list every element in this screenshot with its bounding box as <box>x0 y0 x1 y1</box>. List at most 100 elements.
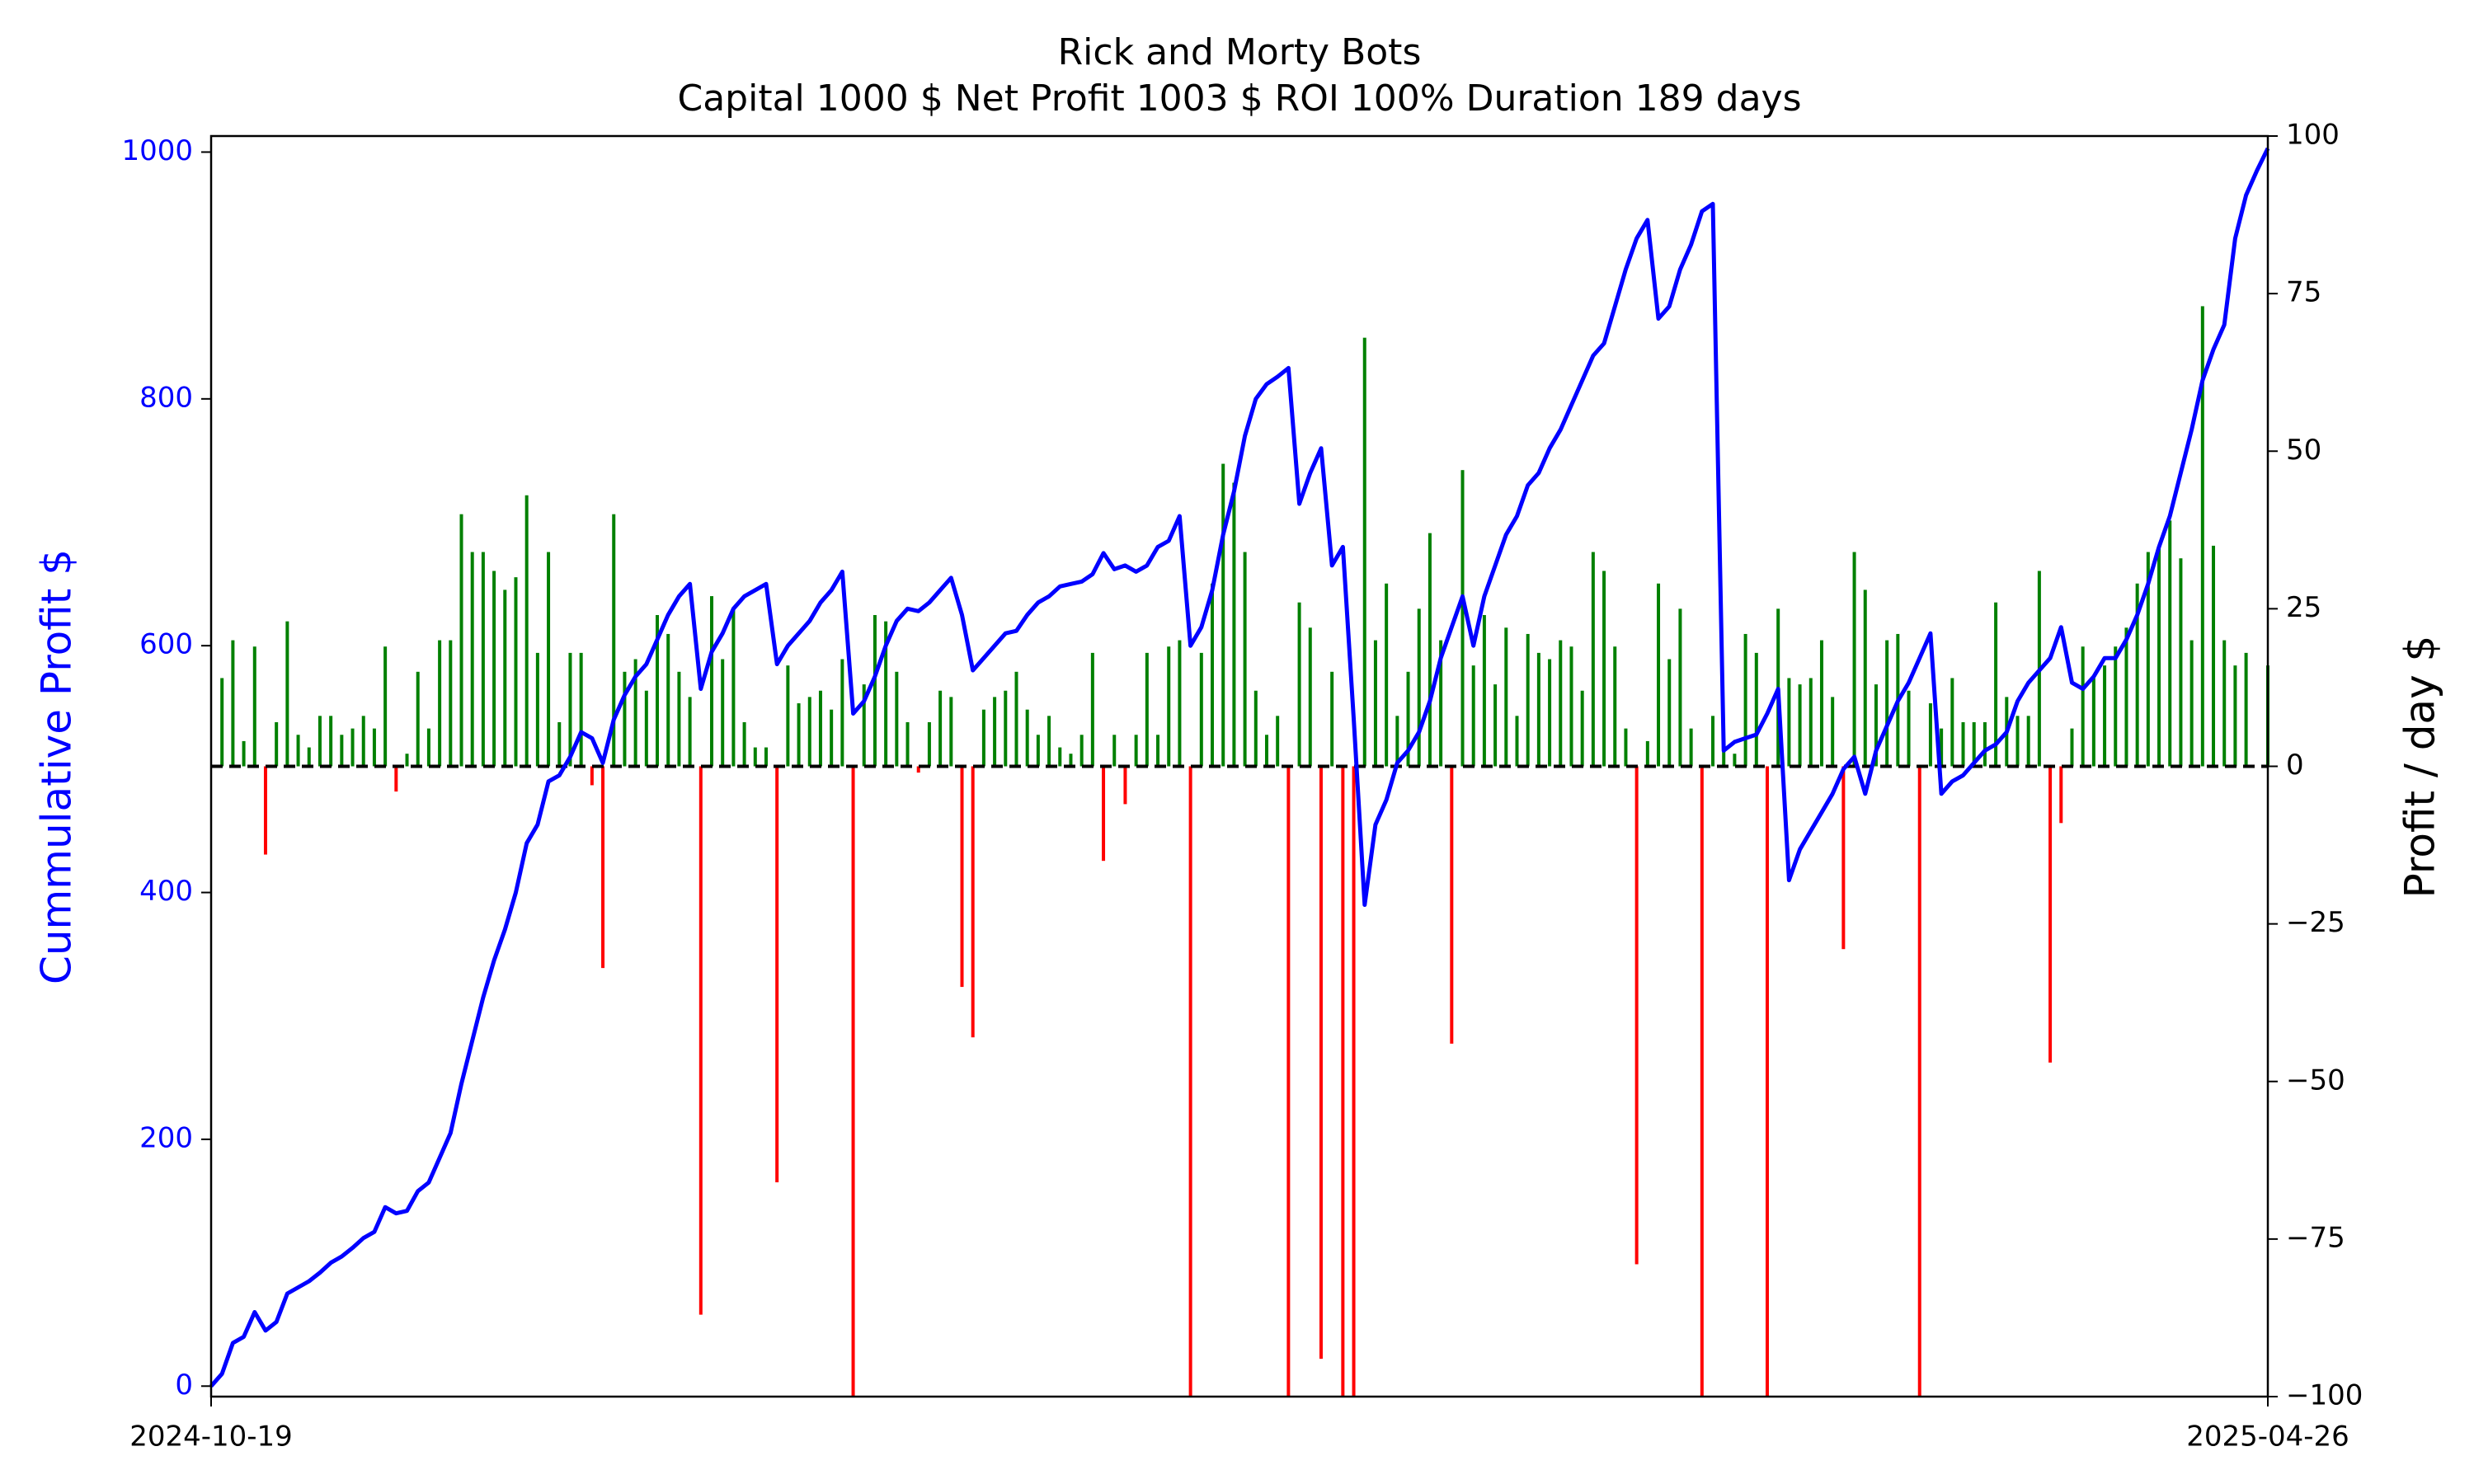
bar <box>688 697 692 767</box>
bar <box>1167 646 1171 767</box>
bar <box>535 652 539 767</box>
bar <box>2222 640 2227 767</box>
bar <box>1591 552 1595 767</box>
bar <box>1297 602 1301 767</box>
x-tick-label: 2024-10-19 <box>129 1421 293 1453</box>
y-tick-label: 400 <box>139 875 193 908</box>
bar <box>927 721 931 767</box>
bar <box>993 697 997 767</box>
bar <box>1711 716 1715 767</box>
bar <box>1733 754 1737 767</box>
bar <box>2114 646 2118 767</box>
bar <box>1471 665 1475 767</box>
bar <box>1493 684 1498 767</box>
bar <box>1515 716 1519 767</box>
bar <box>1439 640 1443 767</box>
y2-tick-label: −50 <box>2286 1064 2345 1097</box>
bar <box>2179 558 2183 767</box>
bar <box>1602 571 1606 767</box>
bar <box>416 671 420 767</box>
bar <box>2103 665 2107 767</box>
bar <box>2212 545 2216 767</box>
x-tick-label: 2025-04-26 <box>2186 1421 2349 1453</box>
bar <box>503 589 507 767</box>
y2-axis-label: Profit / day $ <box>2396 636 2444 899</box>
bar <box>1406 671 1410 767</box>
bar <box>1178 640 1182 767</box>
bar <box>1188 766 1192 1397</box>
bar <box>764 747 768 767</box>
bar <box>623 671 627 767</box>
bar <box>797 703 801 767</box>
y-tick-label: 200 <box>139 1121 193 1154</box>
bar <box>340 735 344 767</box>
bar <box>981 709 985 767</box>
bar <box>1940 728 1944 767</box>
bar <box>1874 684 1878 767</box>
bar <box>1917 766 1921 1397</box>
bar <box>1221 463 1225 767</box>
bar <box>2146 552 2150 767</box>
bar <box>1569 646 1573 767</box>
chart-subtitle: Capital 1000 $ Net Profit 1003 $ ROI 100… <box>678 77 1802 120</box>
bar <box>1559 640 1563 767</box>
bar <box>350 728 355 767</box>
bar <box>830 709 834 767</box>
bar <box>1994 602 1998 767</box>
cumulative-line <box>209 147 2270 1388</box>
bar <box>1417 608 1421 767</box>
bar <box>1460 470 1465 767</box>
bar <box>329 716 333 767</box>
bar <box>1787 678 1791 767</box>
bar <box>916 766 920 773</box>
bar <box>1808 678 1813 767</box>
bar <box>644 690 648 767</box>
bar <box>252 646 256 767</box>
bar <box>742 721 746 767</box>
bar <box>1395 716 1399 767</box>
bar <box>1863 589 1867 767</box>
bar <box>1090 652 1094 767</box>
bar <box>1950 678 1954 767</box>
bar <box>1885 640 1889 767</box>
bar <box>514 577 518 767</box>
bar <box>2048 766 2053 1063</box>
bar <box>1689 728 1693 767</box>
bar <box>568 652 572 767</box>
bar <box>633 659 637 767</box>
bar <box>1341 766 1345 1397</box>
bar <box>1253 690 1258 767</box>
bar <box>786 665 790 767</box>
bar <box>1276 716 1280 767</box>
bar <box>438 640 442 767</box>
bar <box>710 596 714 767</box>
y2-tick-label: 25 <box>2286 591 2321 624</box>
bar <box>590 766 594 786</box>
bar <box>1373 640 1377 767</box>
bar <box>721 659 725 767</box>
bar <box>1667 659 1672 767</box>
bar <box>1450 766 1454 1044</box>
bar <box>1069 754 1073 767</box>
y-axis-label: Cummulative Profit $ <box>33 549 81 984</box>
bar <box>884 621 888 767</box>
bar <box>1678 608 1682 767</box>
y2-tick-label: 75 <box>2286 276 2321 309</box>
bar <box>2026 716 2030 767</box>
bar <box>971 766 975 1038</box>
bar <box>1211 583 1215 767</box>
bar <box>383 646 388 767</box>
bar <box>242 740 246 767</box>
bar <box>1613 646 1617 767</box>
bar <box>753 747 757 767</box>
bar <box>1199 652 1203 767</box>
bar <box>1700 766 1704 1397</box>
bar <box>601 766 605 969</box>
bar <box>1264 735 1268 767</box>
bar <box>1526 633 1530 767</box>
bar <box>1112 735 1117 767</box>
bar <box>775 766 779 1183</box>
bar <box>1058 747 1062 767</box>
bar <box>2189 640 2194 767</box>
